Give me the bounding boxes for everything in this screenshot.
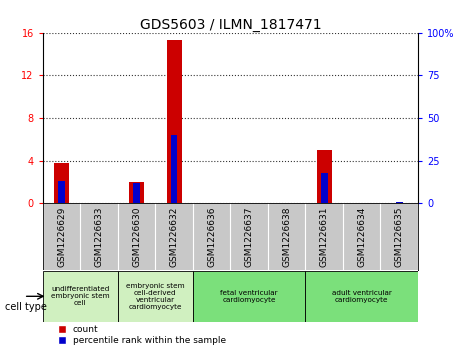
Bar <box>305 271 418 322</box>
Bar <box>171 135 178 203</box>
Bar <box>321 173 328 203</box>
Bar <box>54 163 69 203</box>
Text: GSM1226635: GSM1226635 <box>395 207 404 267</box>
Text: GSM1226632: GSM1226632 <box>170 207 179 267</box>
Text: fetal ventricular
cardiomyocyte: fetal ventricular cardiomyocyte <box>220 290 278 303</box>
Bar <box>193 271 305 322</box>
Text: GSM1226631: GSM1226631 <box>320 207 329 267</box>
Text: cell type: cell type <box>5 302 47 312</box>
Text: GSM1226636: GSM1226636 <box>207 207 216 267</box>
Bar <box>396 201 403 203</box>
Text: undifferentiated
embryonic stem
cell: undifferentiated embryonic stem cell <box>51 286 110 306</box>
Text: GSM1226630: GSM1226630 <box>132 207 141 267</box>
Text: GSM1226634: GSM1226634 <box>357 207 366 267</box>
Title: GDS5603 / ILMN_1817471: GDS5603 / ILMN_1817471 <box>140 18 321 32</box>
Text: adult ventricular
cardiomyocyte: adult ventricular cardiomyocyte <box>332 290 392 303</box>
Bar <box>133 183 140 203</box>
Text: GSM1226637: GSM1226637 <box>245 207 254 267</box>
Text: embryonic stem
cell-derived
ventricular
cardiomyocyte: embryonic stem cell-derived ventricular … <box>126 283 185 310</box>
Bar <box>58 181 65 203</box>
Bar <box>118 271 193 322</box>
Legend: count, percentile rank within the sample: count, percentile rank within the sample <box>58 325 226 345</box>
Bar <box>317 150 332 203</box>
Text: GSM1226629: GSM1226629 <box>57 207 66 267</box>
Bar <box>167 40 181 203</box>
Text: GSM1226633: GSM1226633 <box>95 207 104 267</box>
Bar <box>43 271 118 322</box>
Text: GSM1226638: GSM1226638 <box>282 207 291 267</box>
Bar <box>129 182 144 203</box>
